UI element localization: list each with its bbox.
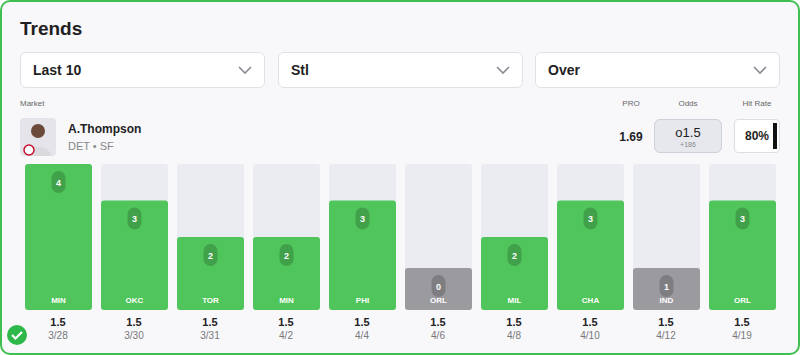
html-text:PRO: PRO (622, 99, 640, 108)
html-text:o1.5: o1.5 (675, 125, 701, 140)
svg-text:2: 2 (284, 251, 289, 261)
html-text:DET • SF: DET • SF (68, 140, 114, 152)
svg-text:1.5: 1.5 (126, 316, 141, 328)
svg-text:3/31: 3/31 (200, 330, 220, 341)
svg-text:1.5: 1.5 (50, 316, 65, 328)
svg-text:4/10: 4/10 (580, 330, 600, 341)
html-text:+186: +186 (680, 141, 696, 148)
svg-text:4/19: 4/19 (732, 330, 752, 341)
svg-text:1.5: 1.5 (202, 316, 217, 328)
svg-text:4/12: 4/12 (656, 330, 676, 341)
html-text:Trends: Trends (20, 18, 83, 39)
svg-text:CHA: CHA (582, 296, 600, 305)
svg-text:ORL: ORL (430, 296, 447, 305)
svg-text:0: 0 (436, 282, 441, 292)
svg-text:4/8: 4/8 (507, 330, 521, 341)
svg-text:1.5: 1.5 (278, 316, 293, 328)
svg-text:4/2: 4/2 (279, 330, 293, 341)
svg-text:4/6: 4/6 (431, 330, 445, 341)
svg-text:PHI: PHI (356, 296, 369, 305)
svg-text:1.5: 1.5 (582, 316, 597, 328)
svg-text:2: 2 (512, 251, 517, 261)
html-text:Stl: Stl (291, 62, 309, 78)
svg-text:IND: IND (660, 296, 674, 305)
svg-text:3: 3 (132, 214, 137, 224)
svg-text:4/4: 4/4 (355, 330, 369, 341)
svg-text:3/30: 3/30 (124, 330, 144, 341)
svg-text:2: 2 (208, 251, 213, 261)
svg-text:ORL: ORL (734, 296, 751, 305)
html-text:Hit Rate: Hit Rate (742, 99, 772, 108)
svg-text:1.5: 1.5 (658, 316, 673, 328)
svg-text:1.5: 1.5 (734, 316, 749, 328)
svg-text:MIN: MIN (279, 296, 294, 305)
svg-text:3: 3 (588, 214, 593, 224)
svg-text:MIL: MIL (508, 296, 522, 305)
html-text:Odds: Odds (678, 99, 698, 108)
svg-text:TOR: TOR (202, 296, 219, 305)
svg-text:3: 3 (740, 214, 745, 224)
svg-text:OKC: OKC (126, 296, 144, 305)
html-text:Last 10: Last 10 (33, 62, 82, 78)
svg-text:3: 3 (360, 214, 365, 224)
svg-text:1.5: 1.5 (354, 316, 369, 328)
html-text:1.69: 1.69 (619, 130, 643, 144)
html-text:80%: 80% (745, 129, 769, 143)
svg-text:3/28: 3/28 (48, 330, 68, 341)
svg-text:1.5: 1.5 (430, 316, 445, 328)
html-text:Over: Over (548, 62, 580, 78)
svg-text:1: 1 (664, 282, 669, 292)
svg-text:1.5: 1.5 (506, 316, 521, 328)
html-text:A.Thompson: A.Thompson (68, 122, 142, 136)
html-text:Market: Market (20, 99, 45, 108)
svg-text:MIN: MIN (51, 296, 66, 305)
svg-text:4: 4 (56, 178, 61, 188)
